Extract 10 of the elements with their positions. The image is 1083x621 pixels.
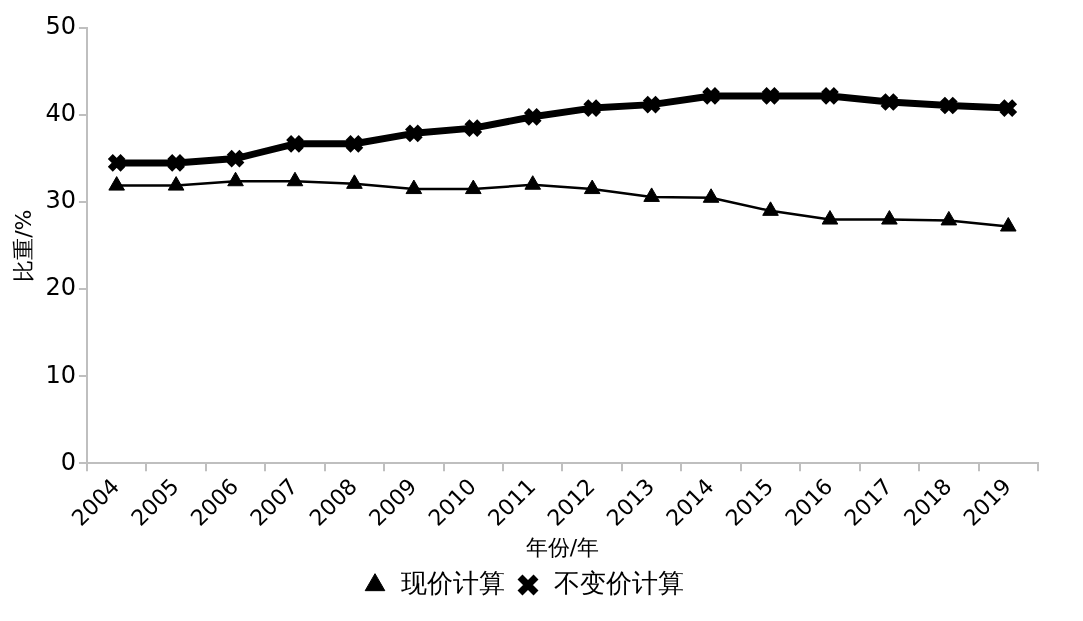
legend-label: 不变价计算 (554, 567, 684, 598)
y-axis-title: 比重/% (10, 209, 36, 282)
y-tick-label: 50 (45, 12, 76, 41)
y-tick-label: 10 (45, 360, 76, 389)
x-axis-title: 年份/年 (525, 534, 600, 560)
y-tick-label: 0 (60, 447, 76, 476)
y-tick-label: 40 (45, 99, 76, 128)
y-tick-label: 30 (45, 186, 76, 215)
legend-label: 现价计算 (401, 567, 505, 598)
y-tick-label: 20 (45, 273, 76, 302)
